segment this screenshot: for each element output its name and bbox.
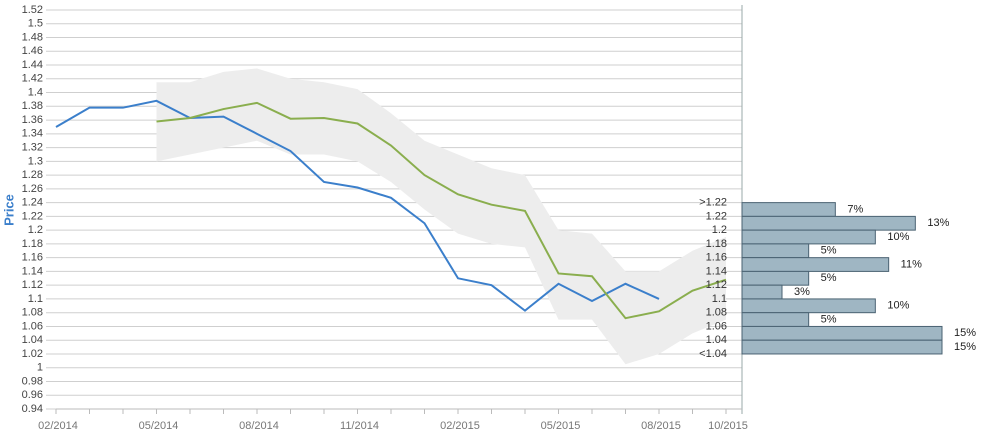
y-tick-label: 1.52 bbox=[22, 4, 43, 16]
y-tick-label: 0.94 bbox=[22, 403, 43, 415]
y-tick-label: 1.22 bbox=[22, 210, 43, 222]
y-tick-label: 1 bbox=[37, 362, 43, 374]
x-tick-label: 05/2015 bbox=[541, 420, 581, 432]
y-tick-label: 1.26 bbox=[22, 183, 43, 195]
y-tick-label: 1.44 bbox=[22, 59, 43, 71]
y-tick-label: 1.4 bbox=[28, 86, 43, 98]
y-tick-label: 1.34 bbox=[22, 128, 43, 140]
distribution-value: 5% bbox=[821, 245, 837, 257]
x-tick-label: 10/2015 bbox=[708, 420, 748, 432]
distribution-value: 3% bbox=[794, 286, 810, 298]
x-tick-label: 08/2014 bbox=[239, 420, 279, 432]
distribution-bar bbox=[741, 270, 810, 286]
y-tick-label: 1.12 bbox=[22, 279, 43, 291]
distribution-value: 10% bbox=[887, 231, 909, 243]
y-tick-label: 1.06 bbox=[22, 320, 43, 332]
distribution-value: 15% bbox=[954, 341, 976, 353]
y-tick-label: 0.96 bbox=[22, 389, 43, 401]
distribution-label: 1.06 bbox=[706, 320, 727, 332]
price-line bbox=[55, 99, 660, 312]
y-axis-label: Price bbox=[1, 194, 16, 226]
distribution-bar bbox=[741, 215, 916, 231]
distribution-bar bbox=[741, 298, 876, 314]
distribution-value: 5% bbox=[821, 272, 837, 284]
x-tick-label: 02/2014 bbox=[38, 420, 78, 432]
distribution-value: 7% bbox=[847, 203, 863, 215]
y-tick-label: 1.2 bbox=[28, 224, 43, 236]
distribution-label: 1.22 bbox=[706, 210, 727, 222]
x-tick-label: 02/2015 bbox=[440, 420, 480, 432]
y-tick-label: 1.38 bbox=[22, 100, 43, 112]
distribution-value: 15% bbox=[954, 327, 976, 339]
x-tick-label: 11/2014 bbox=[340, 420, 379, 432]
distribution-bar bbox=[741, 339, 943, 355]
y-tick-label: 1.48 bbox=[22, 31, 43, 43]
y-tick-label: 1.1 bbox=[28, 293, 43, 305]
y-tick-label: 1.14 bbox=[22, 265, 43, 277]
distribution-label: 1.08 bbox=[706, 307, 727, 319]
distribution-bar bbox=[741, 325, 943, 341]
y-tick-label: 1.3 bbox=[28, 155, 43, 167]
distribution-label: <1.04 bbox=[699, 348, 727, 360]
forecast-band bbox=[156, 68, 726, 365]
distribution-label: 1.1 bbox=[712, 293, 727, 305]
price-line bbox=[156, 101, 727, 320]
y-tick-label: 1.42 bbox=[22, 73, 43, 85]
distribution-bar bbox=[741, 229, 876, 245]
distribution-bar bbox=[741, 257, 890, 272]
distribution-label: 1.04 bbox=[706, 334, 727, 346]
y-tick-label: 0.98 bbox=[22, 375, 43, 387]
y-tick-label: 1.04 bbox=[22, 334, 43, 346]
distribution-value: 13% bbox=[927, 217, 949, 229]
distribution-label: 1.2 bbox=[712, 224, 727, 236]
y-tick-label: 1.18 bbox=[22, 238, 43, 250]
distribution-bar bbox=[741, 284, 783, 300]
distribution-label: 1.16 bbox=[706, 252, 727, 264]
y-tick-label: 1.36 bbox=[22, 114, 43, 126]
y-tick-label: 1.08 bbox=[22, 307, 43, 319]
distribution-label: 1.12 bbox=[706, 279, 727, 291]
distribution-bar bbox=[741, 312, 810, 327]
y-tick-label: 1.46 bbox=[22, 45, 43, 57]
x-tick-label: 08/2015 bbox=[641, 420, 681, 432]
distribution-bar bbox=[741, 243, 810, 259]
distribution-label: 1.18 bbox=[706, 238, 727, 250]
y-tick-label: 1.16 bbox=[22, 252, 43, 264]
distribution-value: 11% bbox=[901, 258, 922, 270]
distribution-label: 1.14 bbox=[706, 265, 727, 277]
y-tick-label: 1.02 bbox=[22, 348, 43, 360]
x-tick-label: 05/2014 bbox=[139, 420, 179, 432]
distribution-label: >1.22 bbox=[699, 197, 727, 209]
y-tick-label: 1.32 bbox=[22, 141, 43, 153]
y-tick-label: 1.5 bbox=[28, 18, 43, 30]
distribution-value: 5% bbox=[821, 313, 837, 325]
distribution-bar bbox=[741, 202, 836, 217]
distribution-value: 10% bbox=[887, 300, 909, 312]
y-tick-label: 1.24 bbox=[22, 197, 43, 209]
y-tick-label: 1.28 bbox=[22, 169, 43, 181]
